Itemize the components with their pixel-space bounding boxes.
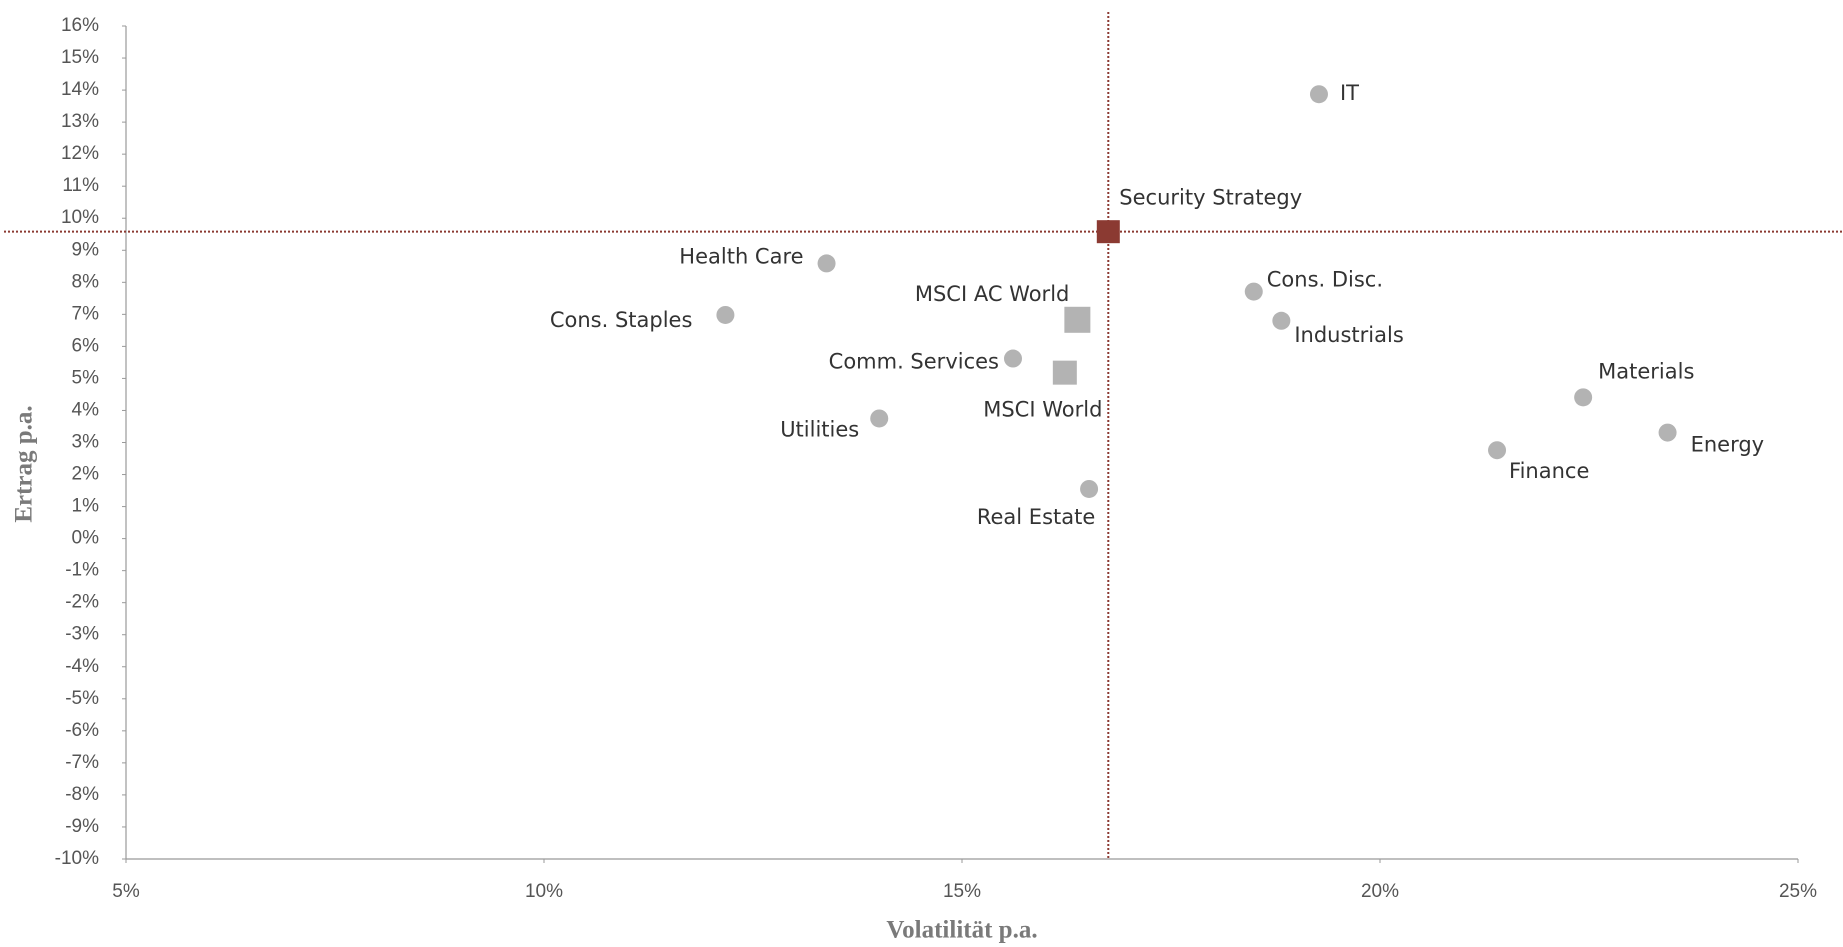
- point-marker: [716, 305, 735, 324]
- y-tick-label: 3%: [72, 432, 100, 453]
- y-tick-label: 15%: [61, 47, 99, 68]
- point-label: Utilities: [780, 417, 859, 441]
- y-tick-label: -8%: [65, 784, 99, 805]
- y-tick-label: 2%: [72, 464, 100, 485]
- point-label: Cons. Staples: [550, 308, 693, 332]
- point-label: Finance: [1509, 459, 1589, 483]
- point-label: Real Estate: [977, 505, 1095, 529]
- point-marker: [1080, 479, 1099, 498]
- y-tick-label: 9%: [72, 239, 100, 260]
- point-marker: [817, 254, 836, 273]
- y-tick-label: -1%: [65, 560, 99, 581]
- point-marker: [1096, 220, 1120, 244]
- y-tick-label: -9%: [65, 816, 99, 837]
- y-tick-label: 13%: [61, 111, 99, 132]
- y-tick-label: 5%: [72, 367, 100, 388]
- y-tick-label: -4%: [65, 656, 99, 677]
- point-marker: [1574, 388, 1593, 407]
- point-marker: [1658, 423, 1677, 442]
- x-tick-label: 20%: [1361, 881, 1399, 902]
- y-tick-label: 14%: [61, 79, 99, 100]
- y-axis-title: Ertrag p.a.: [11, 405, 38, 522]
- point-marker: [870, 409, 889, 428]
- x-tick-label: 10%: [525, 881, 563, 902]
- x-tick-label: 25%: [1779, 881, 1817, 902]
- y-tick-label: 10%: [61, 207, 99, 228]
- y-tick-label: 8%: [72, 271, 100, 292]
- point-label: Security Strategy: [1119, 186, 1302, 210]
- y-tick-label: -7%: [65, 752, 99, 773]
- point-marker: [1003, 349, 1022, 368]
- point-label: Industrials: [1294, 323, 1403, 347]
- y-tick-label: 0%: [72, 528, 100, 549]
- x-axis-title: Volatilität p.a.: [886, 917, 1037, 944]
- y-tick-label: 7%: [72, 303, 100, 324]
- y-tick-label: 4%: [72, 399, 100, 420]
- x-tick-label: 15%: [943, 881, 981, 902]
- y-tick-label: -5%: [65, 688, 99, 709]
- point-marker: [1064, 306, 1091, 333]
- y-tick-label: 16%: [61, 15, 99, 36]
- y-tick-label: 6%: [72, 335, 100, 356]
- point-label: IT: [1340, 81, 1359, 105]
- point-marker: [1052, 360, 1077, 385]
- y-tick-label: -6%: [65, 720, 99, 741]
- point-label: MSCI AC World: [915, 282, 1070, 306]
- point-label: Energy: [1691, 433, 1765, 457]
- point-marker: [1488, 441, 1507, 460]
- y-tick-label: -10%: [55, 848, 99, 869]
- point-marker: [1309, 85, 1328, 104]
- point-label: Comm. Services: [829, 350, 999, 374]
- y-tick-label: 11%: [62, 175, 99, 196]
- y-tick-label: 1%: [72, 496, 100, 517]
- point-marker: [1244, 282, 1263, 301]
- y-tick-label: 12%: [61, 143, 99, 164]
- point-label: Materials: [1598, 359, 1694, 383]
- point-label: Health Care: [679, 244, 803, 268]
- y-tick-label: -3%: [65, 624, 99, 645]
- point-marker: [1272, 311, 1291, 330]
- point-label: Cons. Disc.: [1267, 268, 1383, 292]
- y-tick-label: -2%: [65, 592, 99, 613]
- x-tick-label: 5%: [112, 881, 140, 902]
- point-label: MSCI World: [983, 398, 1102, 422]
